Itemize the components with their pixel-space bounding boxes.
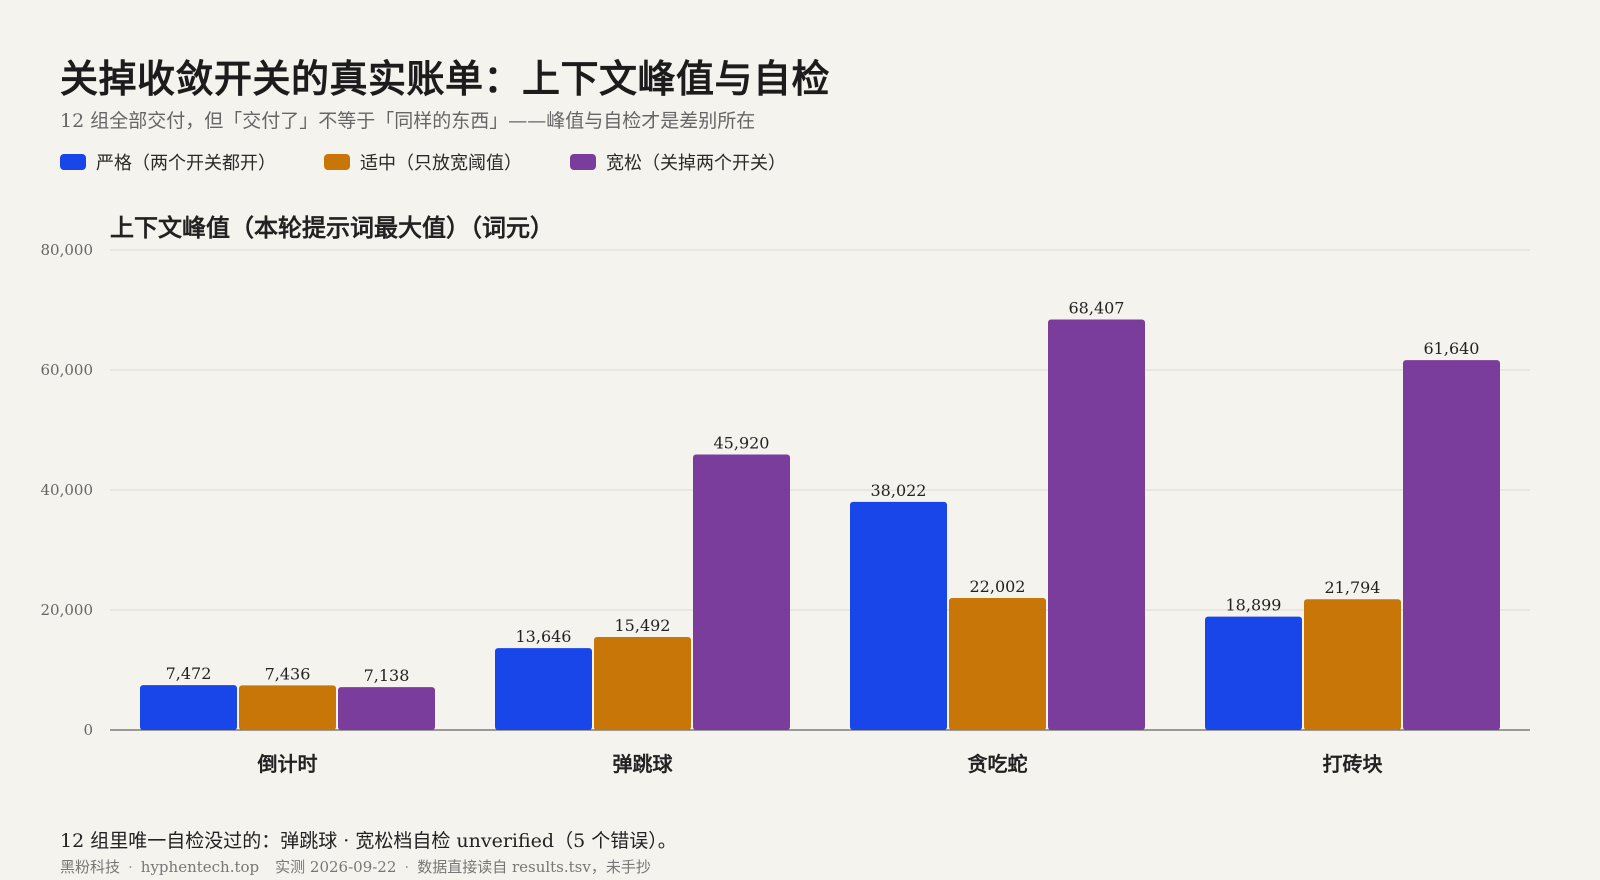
- bar: [594, 637, 691, 730]
- bar-value-label: 15,492: [615, 616, 671, 635]
- x-category-label: 倒计时: [257, 752, 318, 776]
- bar-value-label: 7,138: [364, 666, 410, 685]
- bar: [1048, 319, 1145, 730]
- footer-source: 数据直接读自 results.tsv，未手抄: [417, 858, 651, 876]
- bar: [1304, 599, 1401, 730]
- y-tick-label: 0: [83, 721, 93, 739]
- bar-value-label: 22,002: [970, 577, 1026, 596]
- page-title: 关掉收敛开关的真实账单：上下文峰值与自检: [60, 56, 831, 101]
- legend-item-moderate: 适中（只放宽阈值）: [324, 149, 522, 175]
- bar-value-label: 13,646: [516, 627, 572, 646]
- footer-site: hyphentech.top: [140, 858, 260, 876]
- legend-item-strict: 严格（两个开关都开）: [60, 149, 276, 175]
- bar-value-label: 21,794: [1325, 578, 1381, 597]
- footer-separator: ·: [128, 858, 133, 876]
- bar: [1205, 616, 1302, 730]
- bar: [239, 685, 336, 730]
- chart-legend: 严格（两个开关都开） 适中（只放宽阈值） 宽松（关掉两个开关）: [60, 149, 786, 175]
- footer-note: 12 组里唯一自检没过的：弹跳球 · 宽松档自检 unverified（5 个错…: [60, 830, 677, 852]
- y-tick-label: 80,000: [41, 241, 94, 259]
- bar-value-label: 38,022: [871, 481, 927, 500]
- legend-label-moderate: 适中（只放宽阈值）: [360, 153, 522, 174]
- legend-swatch-loose: [570, 154, 596, 170]
- x-category-label: 弹跳球: [613, 752, 674, 776]
- footer-date: 实测 2026-09-22: [275, 858, 397, 876]
- bar: [140, 685, 237, 730]
- legend-item-loose: 宽松（关掉两个开关）: [570, 149, 786, 175]
- footer-separator: ·: [404, 858, 410, 876]
- bar: [338, 687, 435, 730]
- x-category-label: 打砖块: [1323, 752, 1384, 776]
- footer-brand: 黑粉科技: [60, 858, 121, 876]
- y-tick-label: 40,000: [41, 481, 94, 499]
- y-tick-label: 60,000: [41, 361, 94, 379]
- bar-value-label: 61,640: [1424, 339, 1480, 358]
- bar-value-label: 7,436: [265, 664, 311, 683]
- legend-label-strict: 严格（两个开关都开）: [96, 153, 276, 174]
- page-subtitle: 12 组全部交付，但「交付了」不等于「同样的东西」——峰值与自检才是差别所在: [60, 110, 756, 132]
- bar: [1403, 360, 1500, 730]
- y-tick-label: 20,000: [41, 601, 94, 619]
- bar-value-label: 18,899: [1226, 596, 1282, 615]
- bar-value-label: 7,472: [166, 664, 212, 683]
- bar: [495, 648, 592, 730]
- chart-title: 上下文峰值（本轮提示词最大值）（词元）: [110, 213, 554, 242]
- bar: [850, 501, 947, 730]
- legend-label-loose: 宽松（关掉两个开关）: [606, 153, 786, 174]
- bar-value-label: 68,407: [1069, 299, 1125, 318]
- bar-value-label: 45,920: [714, 433, 770, 452]
- bar: [693, 454, 790, 730]
- legend-swatch-moderate: [324, 154, 350, 170]
- bar: [949, 597, 1046, 730]
- legend-swatch-strict: [60, 154, 86, 170]
- footer-meta: 黑粉科技 · hyphentech.top 实测 2026-09-22 · 数据直接读自…: [60, 856, 651, 877]
- x-category-label: 贪吃蛇: [968, 752, 1028, 776]
